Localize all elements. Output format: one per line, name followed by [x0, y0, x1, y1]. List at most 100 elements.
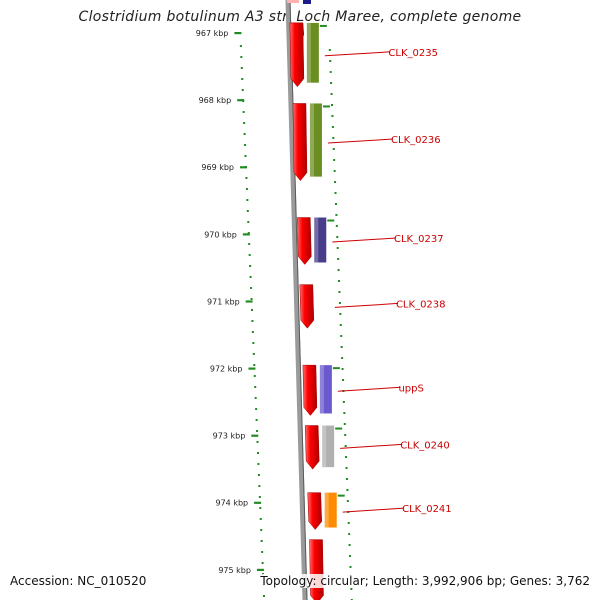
cds-block[interactable]: [319, 365, 332, 414]
track-dot: [332, 137, 335, 139]
gene-arrow[interactable]: [307, 492, 322, 530]
label-connector: [327, 138, 394, 144]
track-dot: [338, 280, 341, 282]
scale-dot: [247, 232, 250, 234]
gene-label[interactable]: CLK_0240: [400, 440, 450, 451]
scale-tick-label: 972 kbp: [210, 365, 243, 374]
scale-dot: [248, 243, 251, 245]
scale-dot: [244, 144, 247, 146]
track-dot: [343, 412, 346, 414]
scale-dot: [257, 474, 260, 476]
track-dot: [331, 104, 333, 106]
scale-tick-label: 974 kbp: [216, 499, 249, 508]
track-dot: [333, 170, 336, 172]
track-dot: [341, 368, 344, 370]
scale-dot: [252, 342, 255, 344]
track-tick: [319, 24, 327, 27]
scale-dot: [262, 595, 265, 597]
gene-arrow[interactable]: [304, 425, 320, 470]
track-dot: [330, 93, 333, 95]
track-dot: [334, 203, 337, 205]
scale-dot: [249, 265, 252, 267]
track-dot: [343, 423, 346, 425]
scale-dot: [250, 309, 253, 311]
scale-dot: [255, 408, 258, 410]
track-dot: [332, 148, 335, 150]
cds-highlight: [322, 425, 327, 468]
cds-block[interactable]: [322, 425, 335, 468]
gene-arrow[interactable]: [292, 103, 308, 182]
scale-dot: [247, 221, 250, 223]
scale-dot: [248, 254, 251, 256]
track-dot: [348, 544, 351, 546]
scale-tick: [254, 501, 262, 504]
gene-label[interactable]: CLK_0237: [394, 234, 444, 245]
scale-dot: [252, 353, 255, 355]
scale-dot: [254, 397, 257, 399]
cds-block[interactable]: [314, 217, 327, 263]
scale-dot: [256, 441, 259, 443]
scale-dot: [250, 298, 253, 300]
backbone-shadow: [289, 0, 308, 600]
gene-label[interactable]: CLK_0236: [391, 135, 441, 146]
scale-dot: [242, 111, 245, 113]
scale-dot: [259, 507, 262, 509]
scale-dot: [260, 529, 263, 531]
track-dot: [349, 566, 352, 568]
scale-tick-label: 969 kbp: [201, 163, 234, 172]
gene-label[interactable]: CLK_0238: [396, 299, 446, 310]
cds-block[interactable]: [324, 492, 337, 528]
scale-dot: [250, 287, 253, 289]
cds-highlight: [324, 492, 329, 528]
scale-tick: [245, 300, 253, 303]
track-dot: [329, 60, 332, 62]
track-dot: [337, 269, 340, 271]
gene-label[interactable]: CLK_0241: [402, 504, 452, 515]
track-dot: [334, 192, 337, 194]
track-dot: [346, 489, 349, 491]
gene-arrow[interactable]: [289, 22, 305, 88]
track-dot: [339, 313, 342, 315]
scale-tick: [242, 233, 250, 236]
gene-arrow[interactable]: [299, 284, 315, 329]
scale-dot: [245, 188, 248, 190]
topology-text: Topology: circular; Length: 3,992,906 bp…: [258, 574, 590, 588]
track-dot: [345, 456, 348, 458]
track-dot: [334, 181, 337, 183]
track-dot: [335, 214, 338, 216]
track-dot: [349, 555, 352, 557]
scale-dot: [258, 496, 261, 498]
scale-tick-label: 973 kbp: [213, 432, 246, 441]
scale-dot: [249, 276, 252, 278]
gene-arrow[interactable]: [302, 364, 318, 416]
scale-dot: [257, 463, 260, 465]
track-dot: [340, 335, 343, 337]
scale-tick-label: 975 kbp: [218, 566, 251, 575]
scale-dot: [251, 320, 254, 322]
scale-dot: [244, 155, 247, 157]
gene-arrow[interactable]: [297, 217, 312, 265]
cds-highlight: [306, 22, 311, 83]
cds-highlight: [309, 103, 314, 177]
scale-dot: [258, 485, 261, 487]
track-dot: [328, 49, 331, 51]
track-dot: [338, 302, 341, 304]
cds-block[interactable]: [303, 0, 311, 4]
track-dot: [346, 500, 349, 502]
track-dot: [345, 467, 348, 469]
track-tick: [327, 219, 335, 222]
track-dot: [348, 533, 351, 535]
label-connector: [337, 386, 401, 392]
scale-tick: [237, 99, 245, 102]
cds-block[interactable]: [306, 22, 319, 83]
cds-block[interactable]: [309, 103, 322, 177]
scale-tick: [240, 166, 248, 169]
track-dot: [340, 346, 343, 348]
scale-dot: [239, 45, 242, 47]
scale-dot: [240, 67, 243, 69]
gene-label[interactable]: CLK_0235: [388, 48, 438, 59]
gene-arrow[interactable]: [309, 539, 324, 600]
gene-label[interactable]: uppS: [398, 383, 423, 394]
scale-dot: [255, 419, 258, 421]
